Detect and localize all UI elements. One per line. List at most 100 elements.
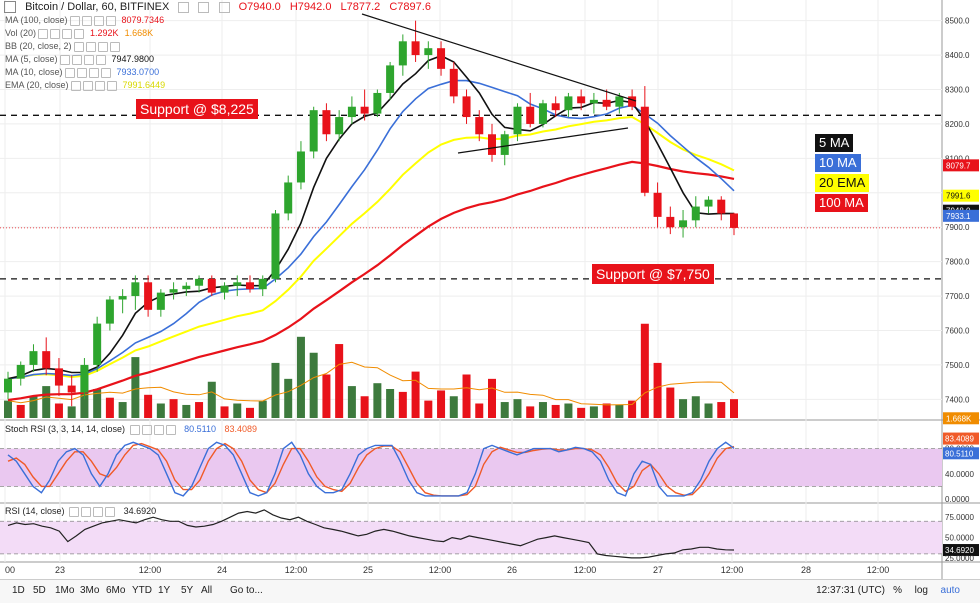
indicator-value: 1.292K (90, 28, 119, 38)
rsi-badge (943, 544, 979, 557)
range-1y[interactable]: 1Y (158, 585, 171, 596)
range-5d[interactable]: 5D (33, 585, 46, 596)
range-6mo[interactable]: 6Mo (106, 585, 126, 596)
time-tick-label: 23 (55, 565, 65, 575)
time-tick-label: 25 (363, 565, 373, 575)
volume-bar (398, 391, 407, 418)
candle-body (513, 106, 522, 135)
rsi-header: RSI (14, close) 34.6920 (5, 506, 156, 517)
volume-bar (182, 404, 191, 418)
indicator-controls[interactable] (68, 15, 116, 26)
rsi-value: 34.6920 (123, 506, 157, 516)
indicator-controls[interactable] (36, 28, 85, 39)
volume-bar (513, 399, 522, 418)
volume-bar (258, 400, 267, 418)
symbol-title[interactable]: Bitcoin / Dollar, 60, BITFINEX (25, 1, 170, 13)
stoch-tick-label: 0.0000 (945, 495, 970, 504)
percent-toggle[interactable]: % (893, 585, 902, 596)
indicator-controls[interactable] (72, 41, 120, 52)
time-tick-label: 12:00 (139, 565, 162, 575)
volume-ma-line (7, 361, 735, 406)
range-3mo[interactable]: 3Mo (80, 585, 100, 596)
rsi-tick-label: 25.0000 (945, 554, 974, 563)
indicator-label[interactable]: MA (100, close) (5, 15, 68, 25)
indicator-label[interactable]: Vol (20) (5, 28, 37, 38)
candle-body (475, 117, 484, 135)
trendline-upper (361, 13, 637, 102)
stoch-k-value: 80.5110 (184, 424, 216, 434)
volume-bar (271, 362, 280, 418)
goto-button[interactable]: Go to... (230, 585, 263, 596)
legend-100-ma: 100 MA (815, 194, 868, 212)
range-ytd[interactable]: YTD (132, 585, 152, 596)
indicator-controls[interactable] (63, 67, 111, 78)
rsi-label[interactable]: RSI (14, close) (5, 506, 65, 516)
ma10-line (7, 79, 735, 380)
volume-bar (666, 387, 675, 418)
range-all[interactable]: All (201, 585, 213, 596)
candle-body (589, 99, 598, 104)
candle-body (551, 103, 560, 111)
candle-body (4, 378, 12, 393)
range-1mo[interactable]: 1Mo (55, 585, 75, 596)
candle-body (156, 292, 165, 310)
ma100-line (7, 160, 735, 402)
volume-bar (488, 378, 496, 418)
auto-toggle[interactable]: auto (940, 585, 960, 596)
volume-bar (551, 404, 560, 418)
volume-bar (54, 403, 63, 418)
candle-body (653, 192, 662, 217)
range-1d[interactable]: 1D (12, 585, 25, 596)
trading-chart[interactable]: 8500.08400.08300.08200.08100.08000.07900… (0, 0, 980, 579)
close-icon[interactable] (218, 1, 230, 13)
bottom-toolbar: 1D 5D 1Mo 3Mo 6Mo YTD 1Y 5Y All Go to... 12:37:3… (0, 579, 980, 603)
indicator-value: 7947.9800 (111, 54, 155, 64)
stoch-badge (943, 447, 979, 460)
price-badge-label: 7991.6 (946, 192, 971, 201)
range-5y[interactable]: 5Y (181, 585, 194, 596)
indicator-controls[interactable] (58, 54, 106, 65)
volume-bar (156, 403, 165, 418)
layout-icon[interactable] (4, 1, 16, 14)
price-tick-label: 8400.0 (945, 51, 970, 60)
settings-icon[interactable] (198, 1, 210, 13)
rsi-tick-label: 50.0000 (945, 534, 974, 543)
candle-body (80, 364, 89, 393)
volume-bar (538, 402, 547, 418)
volume-bar (144, 394, 153, 418)
candle-body (16, 364, 25, 379)
indicator-label[interactable]: MA (10, close) (5, 67, 63, 77)
indicator-row: Vol (20) 1.292K 1.668K (5, 28, 153, 39)
candle-body (360, 106, 369, 114)
time-tick-label: 12:00 (574, 565, 597, 575)
candle-body (730, 213, 738, 228)
indicator-value-2: 1.668K (124, 28, 154, 38)
indicator-label[interactable]: EMA (20, close) (5, 80, 69, 90)
volume-bar (679, 399, 688, 418)
log-toggle[interactable]: log (914, 585, 928, 596)
rsi-controls[interactable] (67, 506, 116, 517)
utc-clock[interactable]: 12:37:31 (UTC) (816, 585, 885, 596)
visibility-icon[interactable] (178, 1, 190, 13)
candle-body (105, 299, 114, 324)
candle-body (488, 134, 496, 155)
volume-bar (653, 362, 662, 418)
candle-body (462, 96, 471, 118)
candle-body (93, 323, 102, 365)
volume-bar (717, 402, 726, 418)
stoch-rsi-label[interactable]: Stoch RSI (3, 3, 14, 14, close) (5, 424, 126, 434)
indicator-label[interactable]: MA (5, close) (5, 54, 58, 64)
ohlc-close: C7897.6 (389, 1, 431, 13)
volume-bar (640, 323, 649, 418)
candle-body (271, 213, 280, 279)
stoch-badge-label: 80.5110 (945, 449, 974, 458)
stoch-rsi-header: Stoch RSI (3, 3, 14, 14, close) 80.5110 … (5, 424, 257, 435)
indicator-controls[interactable] (69, 80, 117, 91)
volume-bar (335, 344, 344, 418)
stoch-badge-label: 83.4089 (945, 435, 974, 444)
candle-body (640, 106, 649, 193)
support-upper-label: Support @ $8,225 (136, 99, 258, 119)
indicator-label[interactable]: BB (20, close, 2) (5, 41, 72, 51)
stoch-rsi-controls[interactable] (128, 424, 176, 435)
time-tick-label: 28 (801, 565, 811, 575)
